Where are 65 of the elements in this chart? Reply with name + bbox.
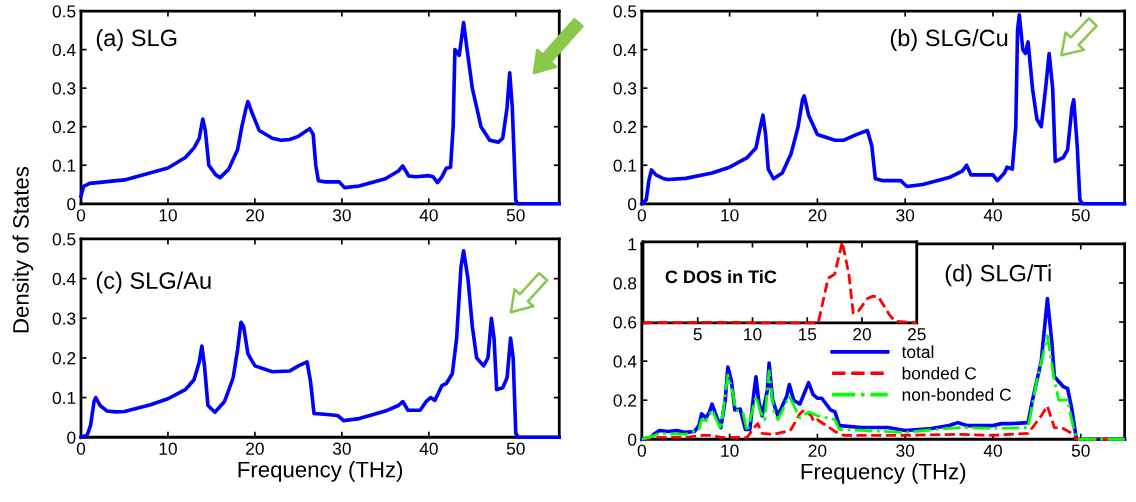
x-tick-label: 10 xyxy=(721,209,739,222)
y-tick-label: 0 xyxy=(628,197,637,211)
y-tick-label: 0.1 xyxy=(52,159,76,172)
x-tick-label: 40 xyxy=(419,209,438,222)
y-tick-label: 0.3 xyxy=(52,312,76,325)
x-tick-label: 50 xyxy=(506,442,525,455)
annotation: (b) SLG/Cu xyxy=(890,28,1008,51)
y-tick-label: 0.2 xyxy=(613,120,637,134)
x-tick-label: 20 xyxy=(853,328,871,341)
x-tick-label: 10 xyxy=(744,328,762,341)
y-tick-label: 0.3 xyxy=(613,82,637,95)
annotation: (d) SLG/Ti xyxy=(945,264,1051,287)
x-tick-label: 20 xyxy=(808,444,827,457)
x-axis-title: Frequency (THz) xyxy=(238,461,403,482)
x-tick-label: 10 xyxy=(159,209,177,222)
y-tick-label: 0 xyxy=(67,431,76,444)
x-tick-label: 40 xyxy=(983,444,1002,457)
x-tick-label: 10 xyxy=(159,442,177,455)
legend-label: non-bonded C xyxy=(902,388,1011,401)
y-tick-label: 0.2 xyxy=(52,352,76,365)
y-tick-label: 0.8 xyxy=(613,277,637,290)
y-tick-label: 0 xyxy=(67,197,76,211)
y-tick-label: 0.2 xyxy=(52,120,76,134)
x-tick-label: 40 xyxy=(419,442,438,455)
x-tick-label: 0 xyxy=(637,444,646,457)
y-tick-label: 0 xyxy=(628,433,637,446)
x-tick-label: 30 xyxy=(332,209,351,222)
y-tick-label: 0.4 xyxy=(52,43,76,57)
x-tick-label: 30 xyxy=(896,444,915,457)
y-axis-title: Density of States xyxy=(12,166,34,333)
x-tick-label: 50 xyxy=(1071,444,1090,457)
y-tick-label: 0.1 xyxy=(613,159,637,172)
y-tick-label: 1 xyxy=(628,238,637,251)
x-tick-label: 5 xyxy=(693,328,702,341)
x-tick-label: 30 xyxy=(332,442,351,455)
y-tick-label: 0.1 xyxy=(52,391,76,405)
x-tick-label: 0 xyxy=(76,209,86,222)
x-tick-label: 25 xyxy=(907,328,926,341)
x-tick-label: 0 xyxy=(76,442,86,455)
x-tick-label: 0 xyxy=(637,209,646,222)
annotation: (c) SLG/Au xyxy=(96,271,211,294)
y-tick-label: 0.3 xyxy=(52,82,76,95)
x-tick-label: 20 xyxy=(246,442,264,455)
x-tick-label: 50 xyxy=(1071,209,1090,222)
x-tick-label: 15 xyxy=(798,328,817,341)
x-axis-title: Frequency (THz) xyxy=(801,463,966,484)
annotation: (a) SLG xyxy=(96,28,177,51)
x-tick-label: 20 xyxy=(246,209,264,222)
x-tick-label: 40 xyxy=(983,209,1002,222)
y-tick-label: 0.6 xyxy=(613,316,637,329)
y-tick-label: 0.4 xyxy=(613,43,637,57)
y-tick-label: 0.2 xyxy=(613,394,637,407)
line-series xyxy=(640,13,1127,206)
x-tick-label: 50 xyxy=(506,209,525,222)
x-tick-label: 10 xyxy=(721,444,739,457)
legend-label: total xyxy=(901,345,934,359)
legend-label: bonded C xyxy=(902,366,977,380)
annotation: C DOS in TiC xyxy=(665,269,777,284)
y-tick-label: 0.4 xyxy=(613,355,637,368)
x-tick-label: 30 xyxy=(896,209,915,222)
y-tick-label: 0.5 xyxy=(52,233,76,246)
y-tick-label: 0.5 xyxy=(52,5,76,18)
x-tick-label: 20 xyxy=(808,209,827,222)
y-tick-label: 0.5 xyxy=(613,5,637,18)
y-tick-label: 0.4 xyxy=(52,272,76,286)
